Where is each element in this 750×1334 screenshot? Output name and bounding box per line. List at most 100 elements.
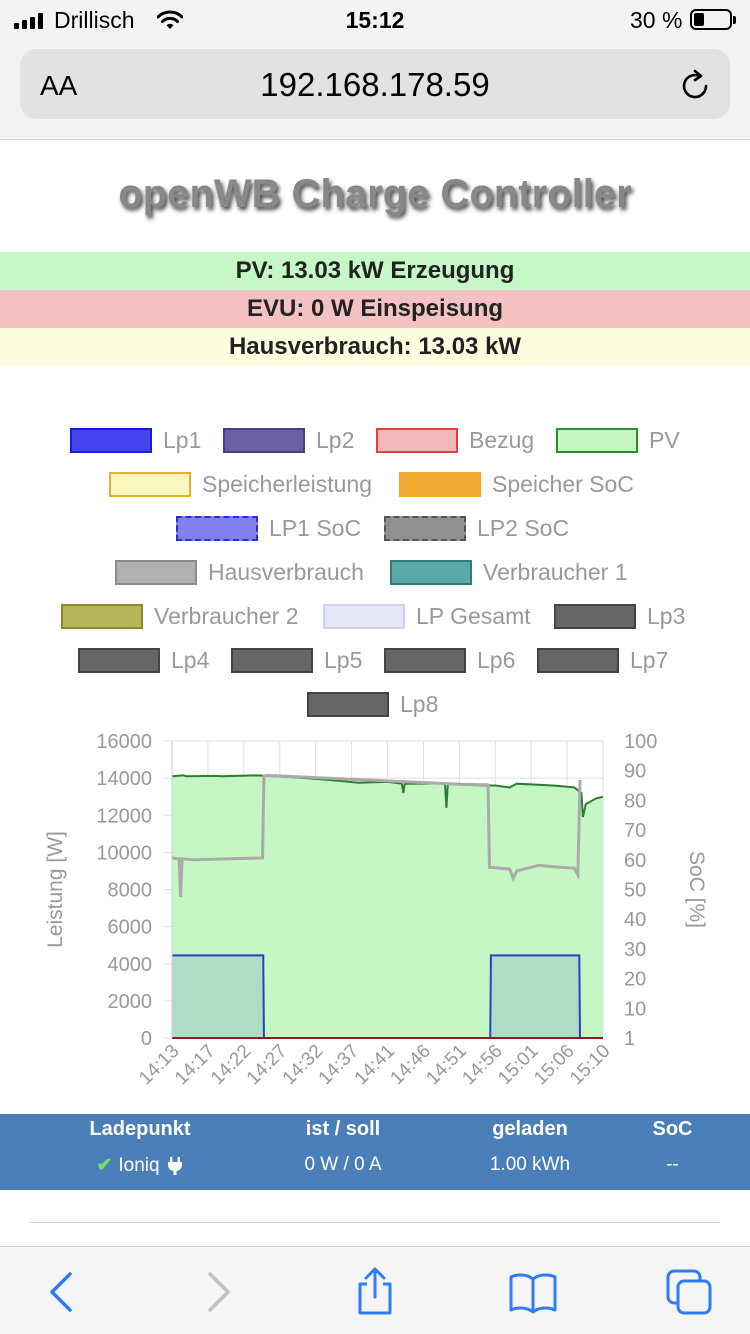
legend-label: PV: [649, 427, 680, 453]
y2-tick-label: 1: [624, 1028, 635, 1050]
series-line-hausverbrauch: [171, 773, 582, 897]
charge-point-table: Ladepunkt ist / soll geladen SoC ✔ Ioniq …: [0, 1114, 750, 1190]
legend-swatch: [399, 472, 481, 497]
legend-swatch: [554, 604, 636, 629]
legend-label: Bezug: [469, 427, 535, 453]
y2-tick-label: 70: [624, 820, 646, 842]
y-tick-label: 12000: [96, 805, 152, 827]
x-tick-label: 14:17: [171, 1041, 219, 1089]
text-size-button[interactable]: AA: [40, 70, 77, 102]
y2-tick-label: 100: [624, 731, 657, 753]
browser-toolbar: AA 192.168.178.59: [0, 40, 750, 140]
bookmarks-icon[interactable]: [508, 1267, 558, 1317]
reload-icon[interactable]: [678, 69, 712, 103]
clock: 15:12: [345, 7, 405, 33]
legend-swatch: [223, 428, 305, 453]
legend-label: LP2 SoC: [477, 515, 570, 541]
table-header: Ladepunkt ist / soll geladen SoC: [0, 1118, 750, 1152]
legend-label: Lp6: [477, 647, 516, 673]
legend-label: LP1 SoC: [269, 515, 362, 541]
series-area-pv: [172, 775, 603, 1038]
x-tick-label: 14:51: [422, 1041, 470, 1089]
legend-label: Speicher SoC: [492, 471, 634, 497]
carrier-name: Drillisch: [54, 7, 135, 33]
charge-point-name-cell: ✔ Ioniq: [40, 1154, 240, 1177]
divider: [30, 1222, 720, 1223]
y-tick-label: 8000: [108, 880, 153, 902]
wifi-icon: [157, 10, 183, 29]
legend-swatch: [176, 516, 258, 541]
y2-tick-label: 90: [624, 761, 646, 783]
header-ist-soll: ist / soll: [305, 1118, 381, 1140]
charge-point-name: Ioniq: [118, 1155, 160, 1176]
x-tick-label: 14:32: [279, 1041, 327, 1089]
soc-value: --: [666, 1154, 679, 1175]
legend-swatch: [376, 428, 458, 453]
legend-label: Verbraucher 1: [483, 559, 628, 585]
y-tick-label: 6000: [108, 917, 153, 939]
y2-tick-label: 10: [624, 998, 646, 1020]
plug-icon: [167, 1156, 182, 1175]
series-area-lp1: [172, 955, 603, 1038]
y-tick-label: 4000: [108, 954, 153, 976]
back-icon[interactable]: [38, 1267, 88, 1317]
legend-swatch: [323, 604, 405, 629]
legend-swatch: [61, 604, 143, 629]
legend-swatch: [70, 428, 152, 453]
legend-swatch: [384, 516, 466, 541]
y2-tick-label: 40: [624, 909, 646, 931]
header-ladepunkt: Ladepunkt: [89, 1118, 191, 1140]
address-bar[interactable]: AA 192.168.178.59: [20, 49, 730, 119]
ist-soll-value: 0 W / 0 A: [304, 1154, 382, 1175]
x-tick-label: 14:27: [243, 1041, 291, 1089]
y2-tick-label: 80: [624, 790, 646, 812]
legend-swatch: [109, 472, 191, 497]
legend-swatch: [556, 428, 638, 453]
y-tick-label: 0: [141, 1028, 152, 1050]
y-tick-label: 10000: [96, 842, 152, 864]
check-icon: ✔: [96, 1155, 113, 1176]
pv-status: PV: 13.03 kW Erzeugung: [0, 252, 750, 290]
y2-tick-label: 30: [624, 939, 646, 961]
table-row[interactable]: ✔ Ioniq 0 W / 0 A 1.00 kWh --: [0, 1154, 750, 1188]
x-tick-label: 14:22: [207, 1041, 255, 1089]
legend-swatch: [78, 648, 160, 673]
x-tick-label: 15:10: [566, 1041, 614, 1089]
legend-label: Speicherleistung: [202, 471, 373, 497]
share-icon[interactable]: [350, 1267, 400, 1317]
battery-percent: 30 %: [630, 7, 683, 33]
legend-swatch: [537, 648, 619, 673]
x-tick-label: 14:56: [458, 1041, 506, 1089]
y-tick-label: 2000: [108, 991, 153, 1013]
series-line-lp1: [172, 954, 603, 1039]
y2-tick-label: 60: [624, 850, 646, 872]
house-consumption-status: Hausverbrauch: 13.03 kW: [0, 328, 750, 366]
y-tick-label: 14000: [96, 768, 152, 790]
evu-status: EVU: 0 W Einspeisung: [0, 290, 750, 328]
status-bar: Drillisch 15:12 30 %: [0, 0, 750, 40]
x-tick-label: 15:01: [494, 1041, 542, 1089]
url-text[interactable]: 192.168.178.59: [260, 66, 490, 103]
legend-swatch: [115, 560, 197, 585]
y2-tick-label: 50: [624, 880, 646, 902]
x-tick-label: 14:46: [386, 1041, 434, 1089]
legend-swatch: [384, 648, 466, 673]
legend-swatch: [231, 648, 313, 673]
x-tick-label: 14:41: [351, 1041, 399, 1089]
legend-label: Lp8: [400, 691, 439, 717]
legend-swatch: [390, 560, 472, 585]
legend-label: Lp2: [316, 427, 355, 453]
x-tick-label: 14:37: [315, 1041, 363, 1089]
legend-label: LP Gesamt: [416, 603, 531, 629]
text-size-label: AA: [40, 70, 78, 101]
legend-label: Lp1: [163, 427, 202, 453]
battery-icon: [690, 9, 736, 30]
tabs-icon[interactable]: [664, 1267, 714, 1317]
header-geladen: geladen: [492, 1118, 568, 1140]
y2-axis-title: SoC [%]: [685, 851, 708, 928]
power-chart: 0 2000 4000 6000 8000 10000 12000 14000 16000 1 10…: [44, 731, 708, 1089]
y-tick-label: 16000: [96, 731, 152, 753]
legend-label: Lp4: [171, 647, 210, 673]
forward-icon[interactable]: [192, 1267, 242, 1317]
legend-label: Lp7: [630, 647, 669, 673]
